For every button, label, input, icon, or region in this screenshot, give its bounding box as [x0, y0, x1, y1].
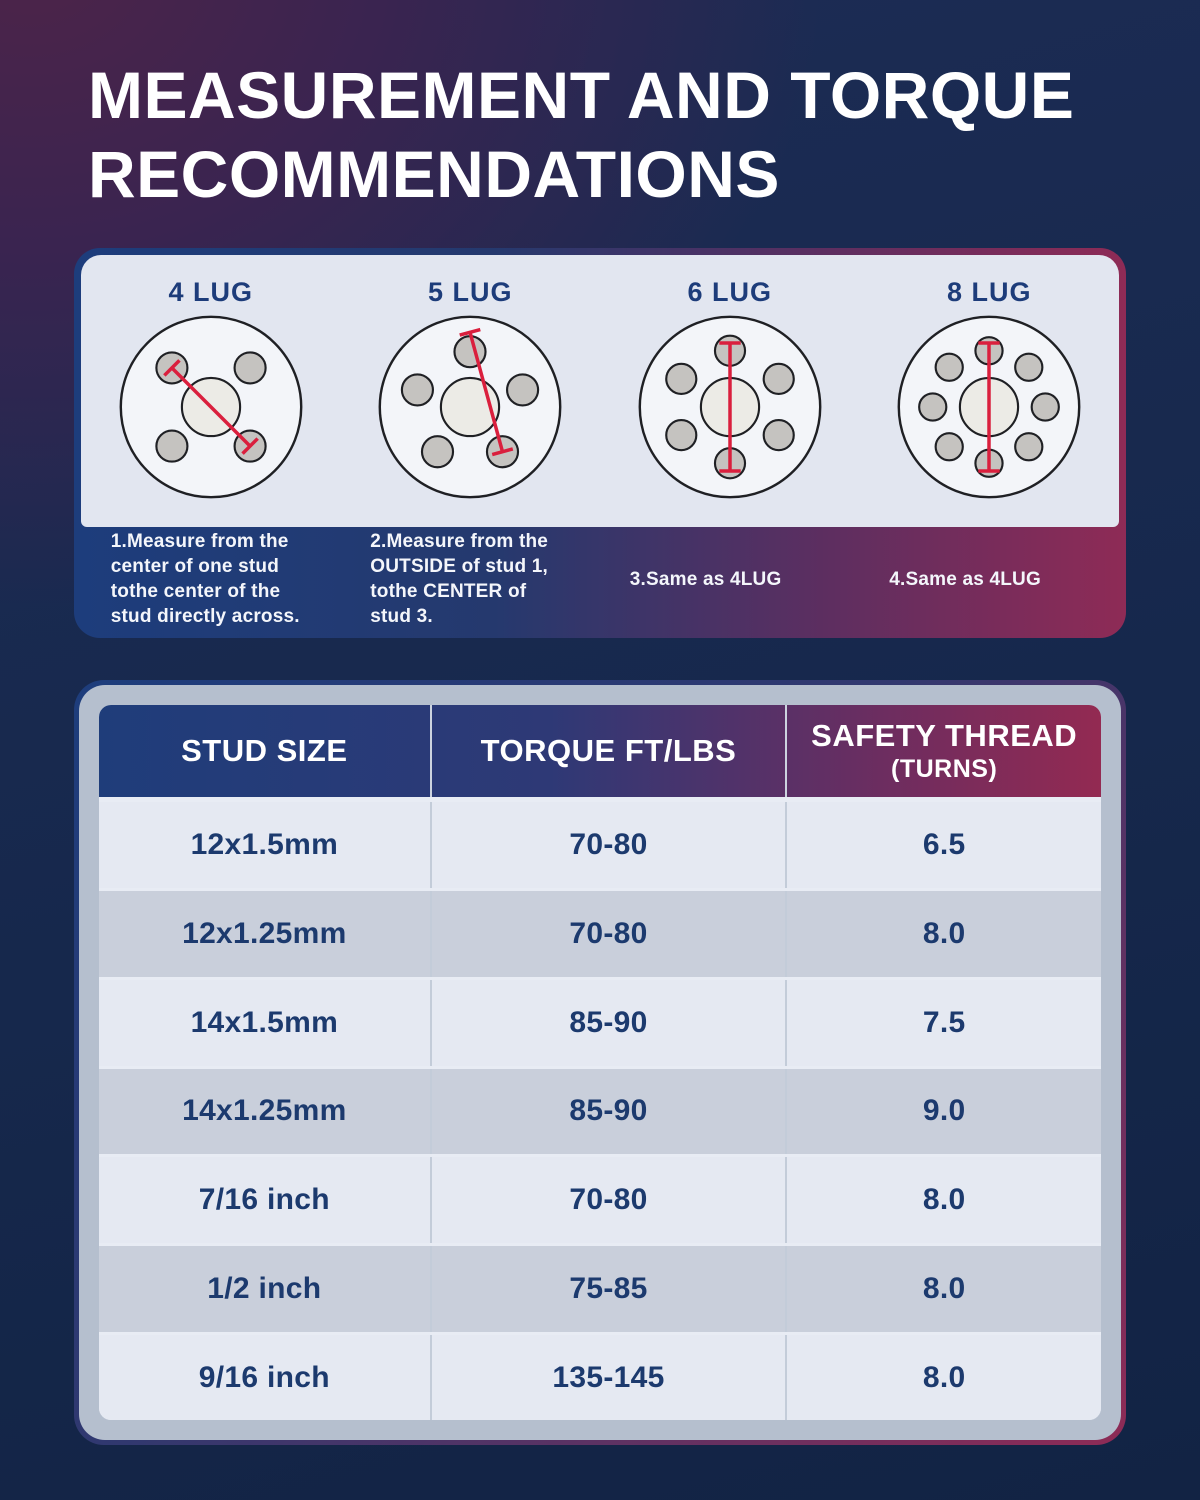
- stud-size-cell: 12x1.5mm: [190, 828, 339, 862]
- safety-thread-cell: 7.5: [785, 979, 1101, 1066]
- torque-table: STUD SIZE TORQUE FT/LBS SAFETY THREAD (TU…: [99, 705, 1101, 1421]
- measurement-note-4: 4.Same as 4LUG: [889, 568, 1041, 590]
- torque-cell: 70-80: [429, 1157, 786, 1243]
- lug-measurement-panel: 4 LUG 5 LUG 6 LUG 8 LUG 1.Measure from t…: [74, 248, 1126, 639]
- header-cell-torque: TORQUE FT/LBS: [429, 705, 786, 798]
- table-row: 1/2 inch 75-85 8.0: [99, 1245, 1101, 1332]
- lug-pattern-diagram-5-lug: [341, 310, 601, 504]
- header-label: SAFETY THREAD: [811, 718, 1078, 754]
- lug-column-5: 5 LUG: [341, 267, 601, 527]
- measurement-note-2: 2.Measure from the OUTSIDE of stud 1, to…: [370, 531, 549, 628]
- lug-pattern-diagram-4-lug: [81, 310, 341, 504]
- measurement-note-3: 3.Same as 4LUG: [629, 568, 782, 590]
- lug-column-8: 8 LUG: [860, 267, 1120, 527]
- table-row: 9/16 inch 135-145 8.0: [99, 1334, 1101, 1421]
- torque-cell: 70-80: [429, 891, 786, 977]
- lug-diagram-section: 4 LUG 5 LUG 6 LUG 8 LUG: [81, 255, 1120, 528]
- lug-count-label: 8 LUG: [946, 277, 1032, 308]
- stud-size-cell: 12x1.25mm: [182, 916, 347, 950]
- table-row: 14x1.25mm 85-90 9.0: [99, 1068, 1101, 1155]
- table-row: 12x1.25mm 70-80 8.0: [99, 891, 1101, 977]
- header-sublabel: (TURNS): [891, 755, 998, 784]
- lug-column-4: 4 LUG: [81, 267, 341, 527]
- page-title-line1: MEASUREMENT AND TORQUE: [88, 58, 1075, 132]
- table-row: 14x1.5mm 85-90 7.5: [99, 979, 1101, 1066]
- table-header-row: STUD SIZE TORQUE FT/LBS SAFETY THREAD (TU…: [99, 705, 1101, 798]
- lug-pattern-diagram-8-lug: [860, 310, 1120, 504]
- stud-size-cell: 14x1.25mm: [182, 1094, 347, 1128]
- lug-count-label: 4 LUG: [168, 277, 253, 308]
- measurement-note-1: 1.Measure from the center of one stud to…: [110, 531, 300, 628]
- lug-count-label: 5 LUG: [427, 277, 513, 308]
- torque-table-card: STUD SIZE TORQUE FT/LBS SAFETY THREAD (TU…: [79, 685, 1121, 1441]
- torque-cell: 85-90: [429, 979, 786, 1066]
- page-title-line2: RECOMMENDATIONS: [88, 137, 780, 212]
- safety-thread-cell: 6.5: [785, 802, 1101, 889]
- safety-thread-cell: 8.0: [785, 1245, 1101, 1332]
- safety-thread-cell: 9.0: [785, 1068, 1101, 1155]
- stud-size-cell: 9/16 inch: [198, 1360, 330, 1394]
- stud-size-cell: 1/2 inch: [207, 1271, 322, 1305]
- safety-thread-cell: 8.0: [785, 1157, 1101, 1243]
- header-cell-safety-thread: SAFETY THREAD (TURNS): [785, 705, 1101, 798]
- lug-column-6: 6 LUG: [600, 267, 860, 527]
- safety-thread-cell: 8.0: [785, 1334, 1101, 1421]
- torque-cell: 70-80: [429, 802, 786, 889]
- lug-count-label: 6 LUG: [687, 277, 772, 308]
- table-row: 12x1.5mm 70-80 6.5: [99, 802, 1101, 889]
- torque-cell: 85-90: [429, 1068, 786, 1155]
- torque-cell: 135-145: [429, 1334, 786, 1421]
- header-label: TORQUE FT/LBS: [480, 733, 737, 769]
- stud-size-cell: 14x1.5mm: [190, 1005, 339, 1039]
- page-title: MEASUREMENT AND TORQUE RECOMMENDATIONS: [0, 0, 1200, 214]
- stud-size-cell: 7/16 inch: [198, 1183, 330, 1217]
- torque-table-frame: STUD SIZE TORQUE FT/LBS SAFETY THREAD (TU…: [74, 680, 1126, 1446]
- header-cell-stud-size: STUD SIZE: [99, 705, 430, 797]
- measurement-instructions-band: 1.Measure from the center of one stud to…: [81, 527, 1119, 631]
- torque-cell: 75-85: [429, 1245, 786, 1332]
- safety-thread-cell: 8.0: [785, 891, 1101, 977]
- lug-pattern-diagram-6-lug: [600, 310, 860, 504]
- header-label: STUD SIZE: [181, 733, 348, 769]
- table-row: 7/16 inch 70-80 8.0: [99, 1157, 1101, 1243]
